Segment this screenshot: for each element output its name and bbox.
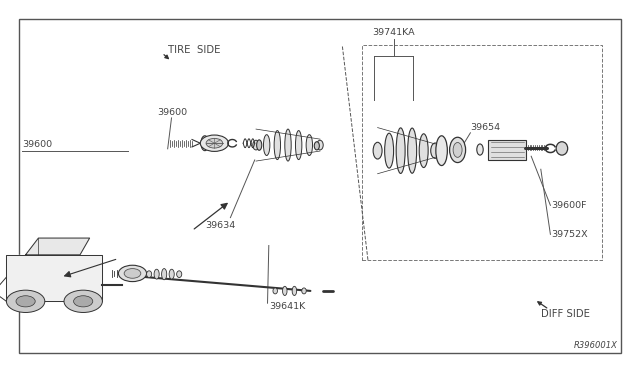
Circle shape bbox=[206, 138, 223, 148]
Ellipse shape bbox=[177, 271, 182, 278]
Ellipse shape bbox=[169, 269, 174, 279]
Ellipse shape bbox=[408, 128, 417, 173]
Text: TIRE  SIDE: TIRE SIDE bbox=[168, 45, 220, 55]
Ellipse shape bbox=[273, 288, 278, 294]
Ellipse shape bbox=[556, 142, 568, 155]
Circle shape bbox=[124, 269, 141, 278]
Ellipse shape bbox=[296, 131, 302, 160]
Ellipse shape bbox=[453, 142, 462, 157]
Ellipse shape bbox=[302, 288, 307, 294]
Ellipse shape bbox=[450, 137, 466, 163]
Ellipse shape bbox=[283, 286, 287, 295]
Ellipse shape bbox=[264, 135, 270, 155]
Ellipse shape bbox=[436, 136, 447, 166]
Text: 39641K: 39641K bbox=[269, 302, 305, 311]
Ellipse shape bbox=[292, 286, 297, 295]
Text: 39634: 39634 bbox=[205, 221, 236, 230]
Ellipse shape bbox=[373, 142, 382, 159]
Ellipse shape bbox=[253, 140, 259, 150]
Ellipse shape bbox=[201, 136, 209, 151]
Ellipse shape bbox=[477, 144, 483, 155]
Ellipse shape bbox=[274, 131, 280, 160]
Text: 39654: 39654 bbox=[470, 123, 500, 132]
Ellipse shape bbox=[385, 133, 394, 168]
Ellipse shape bbox=[396, 128, 405, 173]
FancyBboxPatch shape bbox=[488, 140, 526, 160]
Ellipse shape bbox=[161, 269, 166, 280]
Ellipse shape bbox=[154, 269, 159, 279]
Circle shape bbox=[16, 296, 35, 307]
Polygon shape bbox=[6, 255, 102, 301]
Ellipse shape bbox=[306, 135, 312, 155]
Circle shape bbox=[64, 290, 102, 312]
Circle shape bbox=[118, 265, 147, 282]
Text: 39741KA: 39741KA bbox=[372, 28, 415, 37]
Text: R396001X: R396001X bbox=[573, 341, 618, 350]
Ellipse shape bbox=[147, 271, 152, 278]
Bar bbox=[362, 45, 602, 260]
Text: 39600: 39600 bbox=[157, 108, 187, 117]
Text: 39600: 39600 bbox=[22, 140, 52, 149]
Text: 39600F: 39600F bbox=[552, 201, 587, 210]
Ellipse shape bbox=[257, 140, 262, 150]
Circle shape bbox=[74, 296, 93, 307]
Circle shape bbox=[200, 135, 228, 151]
Ellipse shape bbox=[431, 143, 440, 158]
Text: DIFF SIDE: DIFF SIDE bbox=[541, 310, 590, 319]
Text: 39752X: 39752X bbox=[552, 230, 588, 239]
Ellipse shape bbox=[317, 140, 323, 150]
Circle shape bbox=[6, 290, 45, 312]
Ellipse shape bbox=[314, 142, 319, 150]
Polygon shape bbox=[26, 238, 90, 255]
Ellipse shape bbox=[285, 129, 291, 161]
Ellipse shape bbox=[419, 134, 428, 167]
